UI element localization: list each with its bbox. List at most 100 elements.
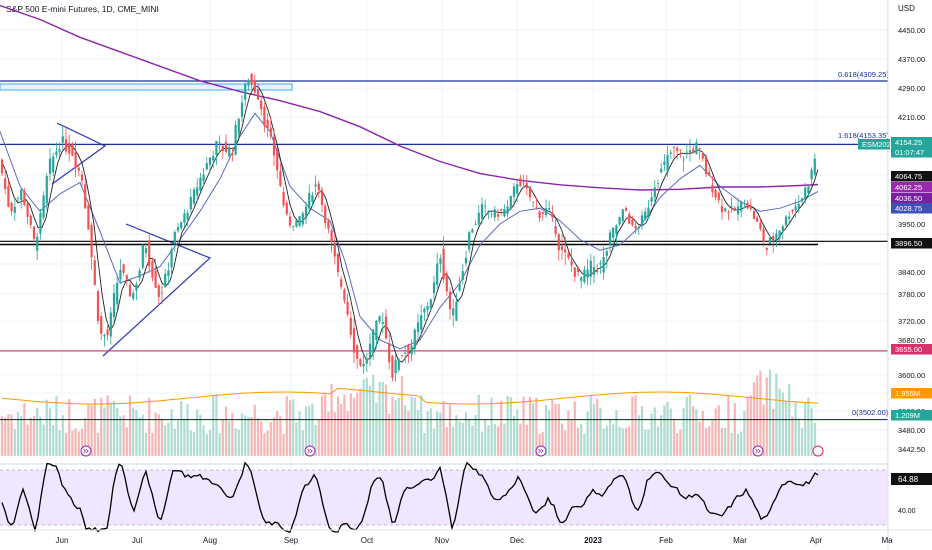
volume-bar-167 [535, 397, 538, 456]
candle-body-24 [77, 167, 80, 171]
candle-body-71 [228, 147, 231, 157]
volume-bar-42 [135, 410, 138, 456]
event-marker-glyph-0 [83, 448, 89, 454]
volume-bar-252 [807, 397, 810, 456]
candle-body-62 [199, 177, 202, 191]
volume-bar-143 [458, 421, 461, 456]
candle-body-184 [589, 260, 592, 277]
volume-bar-150 [480, 431, 484, 456]
volume-bar-247 [791, 416, 794, 456]
volume-bar-88 [282, 433, 285, 456]
volume-bar-6 [20, 416, 23, 456]
volume-bar-253 [810, 408, 813, 456]
volume-bar-57 [183, 418, 186, 456]
volume-bar-30 [96, 432, 100, 456]
candle-body-55 [176, 227, 180, 231]
price-badge-text-7: 3896.50 [895, 239, 922, 248]
candle-body-123 [394, 359, 397, 374]
price-badge-10 [891, 410, 932, 421]
volume-bar-242 [775, 373, 778, 456]
candle-body-131 [420, 315, 423, 330]
horizontal-levels [0, 80, 888, 421]
x-tick-4: Oct [361, 536, 374, 545]
candle-body-60 [192, 189, 196, 204]
volume-bar-62 [199, 414, 202, 456]
candle-body-121 [388, 343, 391, 363]
price-badge-5 [891, 193, 932, 204]
y-tick-16: 4290.00 [898, 84, 925, 93]
volume-bar-168 [538, 433, 541, 456]
candle-body-45 [144, 248, 148, 253]
candle-body-135 [432, 282, 436, 294]
candle-body-224 [717, 192, 720, 201]
volume-bar-87 [279, 416, 282, 456]
fib-label-2: 0(3502.00) [852, 408, 889, 417]
candle-body-78 [250, 73, 253, 85]
candle-body-142 [455, 301, 458, 321]
volume-bar-159 [509, 397, 512, 456]
price-badge-text-6: 4028.75 [895, 204, 922, 213]
volume-bar-3 [10, 414, 13, 456]
candle-body-47 [151, 260, 154, 278]
volume-bar-35 [112, 400, 116, 456]
candle-body-95 [304, 206, 308, 219]
candle-body-86 [276, 149, 279, 171]
candle-body-12 [39, 212, 42, 234]
volume-bar-100 [320, 396, 324, 456]
volume-bar-176 [564, 430, 567, 456]
volume-bar-67 [215, 394, 218, 456]
candle-body-20 [64, 139, 68, 152]
candle-body-125 [400, 355, 404, 357]
volume-bar-64 [205, 433, 208, 456]
volume-bar-110 [352, 397, 356, 456]
candle-body-140 [448, 291, 452, 310]
volume-bar-111 [356, 392, 359, 456]
candle-body-5 [16, 198, 20, 199]
volume-bar-174 [557, 403, 560, 456]
volume-bar-55 [176, 420, 180, 456]
volume-bar-170 [544, 405, 548, 456]
candle-body-208 [666, 155, 669, 173]
volume-bar-13 [42, 424, 45, 456]
x-axis: Jun Jul Aug Sep Oct Nov Dec 2023 Feb Mar Apr Ma [0, 529, 932, 545]
candle-body-67 [215, 140, 218, 155]
volume-bar-95 [304, 406, 308, 456]
volume-bar-36 [116, 407, 119, 456]
volume-bar-215 [688, 394, 692, 456]
candle-body-106 [340, 279, 343, 287]
candle-body-18 [58, 149, 61, 152]
candle-body-202 [647, 207, 650, 219]
price-badge-text-9: 1.955M [895, 389, 920, 398]
candle-body-198 [634, 225, 637, 229]
y-tick-18: 4450.00 [898, 26, 925, 35]
candle-body-110 [352, 328, 356, 353]
candle-body-36 [116, 282, 119, 305]
candle-body-56 [180, 222, 183, 229]
volume-bar-217 [695, 409, 698, 456]
volume-bar-50 [160, 418, 164, 456]
candle-body-156 [500, 209, 503, 211]
candle-body-220 [704, 156, 708, 174]
volume-bar-15 [48, 408, 52, 456]
volume-bar-83 [266, 430, 269, 456]
ma-long-line [0, 4, 819, 191]
candle-body-152 [487, 210, 490, 213]
volume-bar-169 [541, 432, 544, 456]
volume-bar-80 [256, 418, 260, 456]
event-markers [80, 445, 824, 457]
candle-body-10 [32, 226, 36, 239]
candle-body-65 [208, 157, 212, 166]
candle-body-162 [519, 178, 522, 187]
y-tick-15: 4210.00 [898, 113, 925, 122]
candle-body-180 [576, 267, 580, 273]
volume-bar-90 [288, 400, 292, 456]
volume-bar-7 [23, 403, 26, 456]
candle-body-185 [592, 267, 596, 275]
volume-bar-189 [605, 426, 608, 456]
candle-body-213 [682, 159, 685, 161]
volume-bar-68 [218, 433, 221, 456]
volume-bar-197 [631, 396, 634, 456]
candle-body-229 [733, 207, 736, 211]
volume-bar-48 [154, 412, 157, 456]
candle-body-66 [212, 156, 215, 161]
